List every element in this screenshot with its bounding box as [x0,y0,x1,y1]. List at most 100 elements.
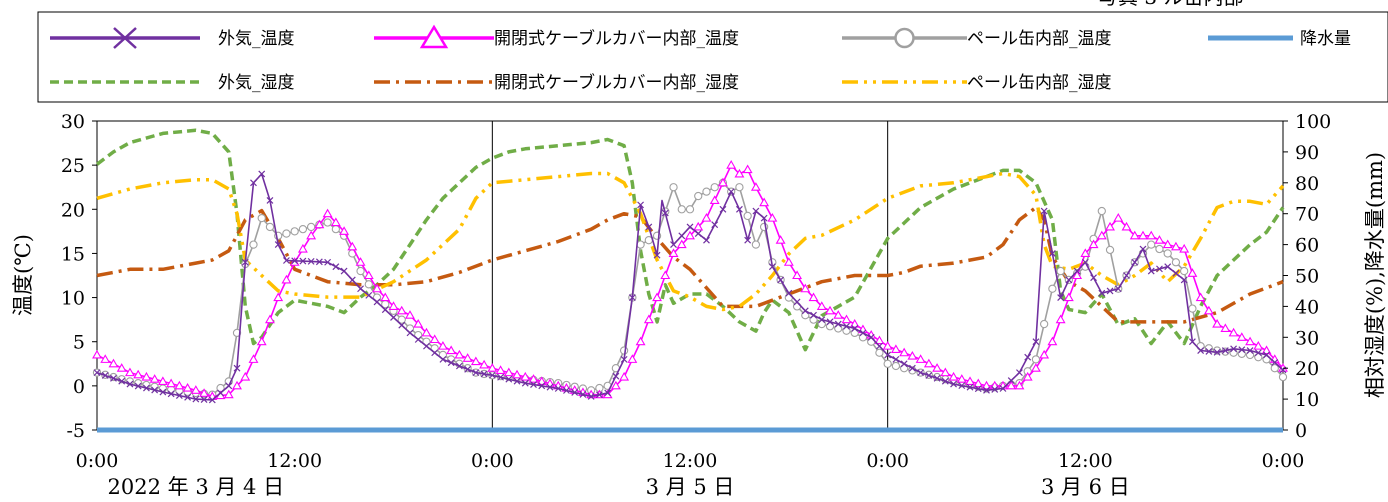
data-point [792,270,803,280]
legend-label: 降水量 [1300,29,1351,49]
legend-marker [113,27,137,49]
data-point [437,341,448,350]
data-point [767,213,778,222]
data-point [676,239,687,249]
data-point [1129,230,1140,240]
data-point [184,393,192,401]
data-point [965,376,975,385]
data-point [783,257,794,266]
data-point [661,209,669,217]
data-point [554,385,562,392]
data-point [110,374,117,382]
data-point [1154,235,1165,244]
data-point [398,321,406,329]
data-point [628,294,636,301]
data-point [256,336,267,346]
data-point [538,382,546,390]
data-point [899,347,910,357]
data-point [849,318,860,328]
data-point [882,341,893,350]
left-tick-label: 0 [73,376,85,398]
data-point [454,349,465,359]
data-point [241,258,249,266]
data-point [800,283,811,293]
left-tick-label: 25 [61,155,85,177]
data-point [414,336,422,343]
data-point [620,355,628,363]
data-point [223,389,234,399]
data-point [612,372,620,380]
data-point [719,205,727,213]
top-clip-text: 写真 3 ル缶内部 [1098,0,1243,9]
left-tick-label: 15 [61,243,85,265]
left-tick-label: 30 [61,111,85,133]
data-point [1063,292,1074,302]
data-point [149,374,160,383]
data-point [495,365,506,374]
data-point [339,226,350,235]
data-point [703,236,710,244]
data-point [1245,336,1256,346]
data-point [940,367,951,377]
data-point [405,310,415,319]
data-point [678,232,686,240]
data-point [455,362,463,370]
data-point [751,240,761,249]
data-point [744,236,752,244]
data-point [1213,348,1221,356]
data-point [1147,267,1155,275]
data-point [816,301,827,310]
data-point [521,379,529,387]
data-point [298,224,308,234]
axes: 302520151050-510090807060504030201000:00… [61,111,1331,499]
data-point [199,388,210,397]
data-point [1113,213,1124,222]
data-point [1270,364,1279,373]
data-point [1187,268,1198,277]
data-point [340,267,348,275]
data-point [900,360,908,368]
date-label: 3 月 6 日 [1041,475,1130,499]
data-point [974,385,982,393]
legend-item-1: 外気_温度 [50,27,295,49]
data-point [306,222,316,232]
data-point [948,371,959,381]
data-point [497,373,504,381]
data-point [876,342,883,350]
data-point [291,257,299,265]
data-point [958,382,966,390]
right-tick-label: 40 [1295,296,1319,318]
data-point [167,390,175,398]
data-point [232,328,242,338]
data-point [157,376,168,385]
data-point [248,354,259,363]
data-point [645,223,653,231]
data-point [1228,327,1239,337]
data-point [1073,267,1081,275]
data-point [1162,239,1173,249]
data-point [116,363,127,372]
data-point [604,389,612,397]
legend-label: 外気_温度 [218,29,295,49]
data-point [93,369,101,377]
data-point [693,221,704,231]
data-point [118,377,126,385]
data-point [421,327,432,337]
legend-box [37,11,1388,103]
data-point [711,221,719,229]
data-point [166,378,177,388]
data-point [546,383,554,391]
data-point [330,217,341,227]
data-point [702,187,711,196]
data-point [174,380,185,390]
data-point [1090,274,1097,282]
series-7 [96,171,1285,312]
data-point [1180,266,1189,276]
legend-label: ペール缶内部_湿度 [967,73,1112,93]
data-point [915,354,926,363]
data-point [381,306,389,314]
right-tick-label: 20 [1295,358,1319,380]
data-point [643,314,654,324]
data-point [709,195,720,205]
